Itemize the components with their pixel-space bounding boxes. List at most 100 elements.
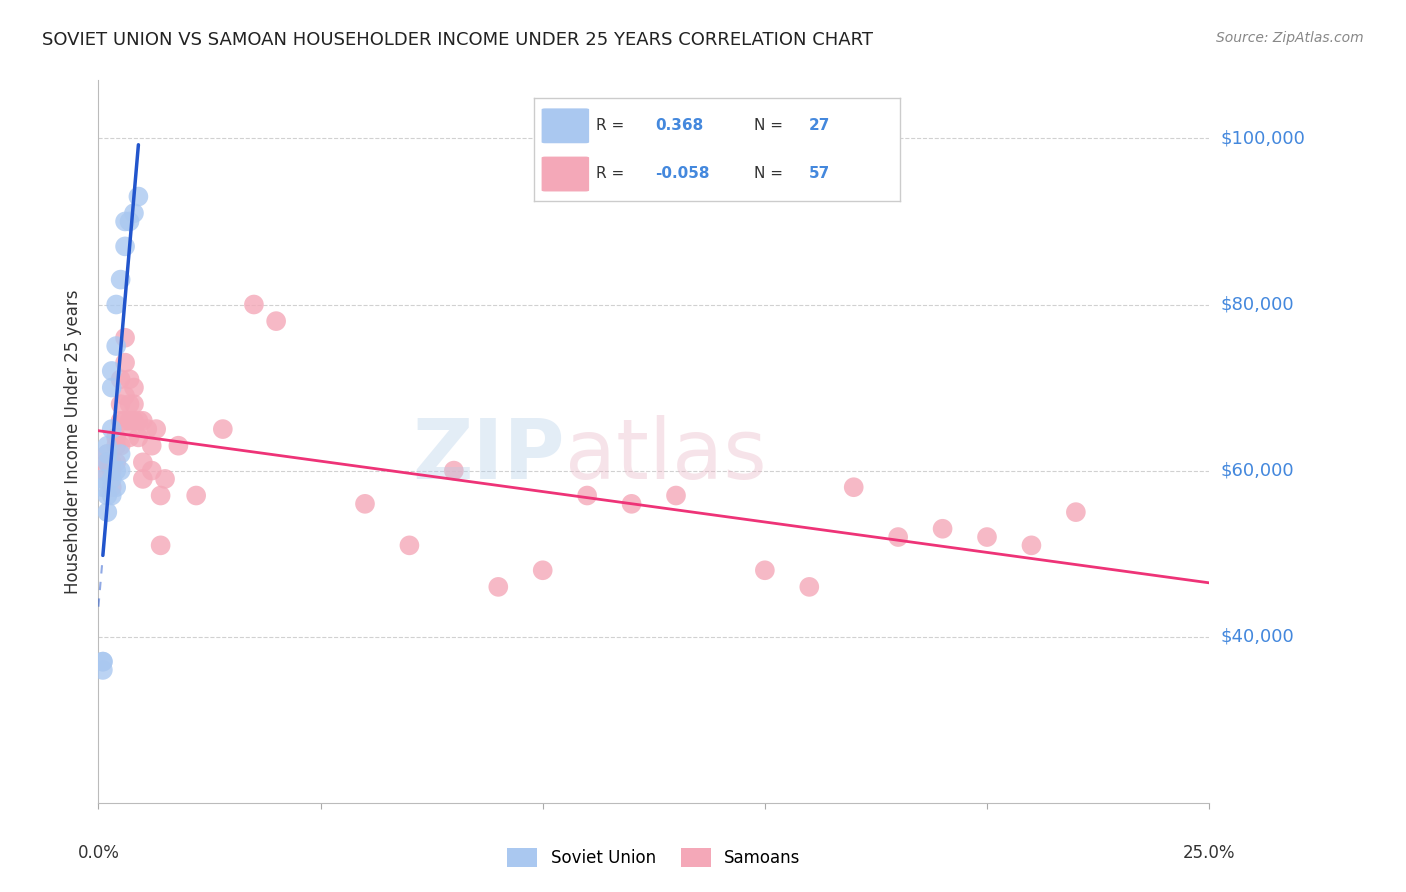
Text: R =: R = bbox=[596, 166, 624, 180]
Text: N =: N = bbox=[754, 119, 783, 133]
Point bbox=[114, 356, 136, 370]
Point bbox=[91, 480, 114, 494]
Point bbox=[976, 530, 998, 544]
Text: N =: N = bbox=[754, 166, 783, 180]
Text: SOVIET UNION VS SAMOAN HOUSEHOLDER INCOME UNDER 25 YEARS CORRELATION CHART: SOVIET UNION VS SAMOAN HOUSEHOLDER INCOM… bbox=[42, 31, 873, 49]
Point bbox=[114, 214, 136, 228]
Point bbox=[620, 497, 643, 511]
Point bbox=[887, 530, 910, 544]
Point bbox=[91, 663, 114, 677]
Point bbox=[105, 480, 128, 494]
Point bbox=[105, 339, 128, 353]
Point bbox=[96, 505, 118, 519]
Point bbox=[91, 464, 114, 478]
FancyBboxPatch shape bbox=[541, 109, 589, 144]
Point bbox=[531, 563, 554, 577]
Text: 25.0%: 25.0% bbox=[1182, 845, 1236, 863]
Point bbox=[100, 464, 122, 478]
Point bbox=[100, 472, 122, 486]
Point bbox=[127, 189, 149, 203]
Point bbox=[153, 472, 176, 486]
Point bbox=[931, 522, 953, 536]
Point bbox=[100, 489, 122, 503]
Point bbox=[114, 414, 136, 428]
Point bbox=[118, 414, 141, 428]
Point bbox=[122, 397, 145, 411]
Point bbox=[105, 439, 128, 453]
Point bbox=[127, 430, 149, 444]
Point bbox=[96, 447, 118, 461]
Text: $80,000: $80,000 bbox=[1220, 295, 1294, 313]
Text: ZIP: ZIP bbox=[412, 416, 565, 497]
Point bbox=[91, 655, 114, 669]
Point bbox=[105, 464, 128, 478]
Point bbox=[398, 538, 420, 552]
Text: 57: 57 bbox=[808, 166, 830, 180]
Point bbox=[132, 472, 155, 486]
Point bbox=[96, 455, 118, 469]
Text: -0.058: -0.058 bbox=[655, 166, 710, 180]
Point bbox=[114, 331, 136, 345]
Point bbox=[110, 272, 132, 286]
Point bbox=[110, 372, 132, 386]
Point bbox=[754, 563, 776, 577]
Point bbox=[100, 380, 122, 394]
Y-axis label: Householder Income Under 25 years: Householder Income Under 25 years bbox=[65, 289, 83, 594]
Legend: Soviet Union, Samoans: Soviet Union, Samoans bbox=[501, 841, 807, 874]
Point bbox=[243, 297, 266, 311]
Point bbox=[1021, 538, 1043, 552]
Point bbox=[100, 455, 122, 469]
Point bbox=[105, 430, 128, 444]
Point bbox=[141, 464, 163, 478]
Point bbox=[114, 239, 136, 253]
Point bbox=[122, 206, 145, 220]
Point bbox=[354, 497, 377, 511]
Text: atlas: atlas bbox=[565, 416, 766, 497]
Point bbox=[186, 489, 208, 503]
Point bbox=[132, 455, 155, 469]
Point bbox=[127, 414, 149, 428]
Point bbox=[110, 439, 132, 453]
Point bbox=[96, 439, 118, 453]
Point bbox=[136, 422, 159, 436]
Point bbox=[486, 580, 509, 594]
Point bbox=[145, 422, 167, 436]
Point bbox=[1064, 505, 1087, 519]
Point bbox=[118, 397, 141, 411]
Point bbox=[118, 372, 141, 386]
Point bbox=[96, 489, 118, 503]
Point bbox=[122, 414, 145, 428]
Point bbox=[799, 580, 821, 594]
Point bbox=[110, 447, 132, 461]
Point bbox=[100, 480, 122, 494]
Text: $40,000: $40,000 bbox=[1220, 628, 1294, 646]
Point bbox=[264, 314, 287, 328]
Text: 0.0%: 0.0% bbox=[77, 845, 120, 863]
Point bbox=[96, 447, 118, 461]
Point bbox=[96, 455, 118, 469]
Text: Source: ZipAtlas.com: Source: ZipAtlas.com bbox=[1216, 31, 1364, 45]
Point bbox=[100, 422, 122, 436]
Point bbox=[842, 480, 865, 494]
Text: $100,000: $100,000 bbox=[1220, 129, 1305, 147]
Point bbox=[105, 455, 128, 469]
Text: 27: 27 bbox=[808, 119, 830, 133]
Point bbox=[443, 464, 465, 478]
Point bbox=[141, 439, 163, 453]
Text: 0.368: 0.368 bbox=[655, 119, 703, 133]
Point bbox=[110, 464, 132, 478]
Point bbox=[149, 538, 172, 552]
Point bbox=[105, 297, 128, 311]
Point bbox=[91, 472, 114, 486]
Point bbox=[122, 380, 145, 394]
Point bbox=[110, 414, 132, 428]
Text: $60,000: $60,000 bbox=[1220, 461, 1294, 480]
Text: R =: R = bbox=[596, 119, 624, 133]
Point bbox=[665, 489, 688, 503]
Point bbox=[114, 389, 136, 403]
Point bbox=[110, 397, 132, 411]
FancyBboxPatch shape bbox=[541, 157, 589, 192]
Point bbox=[167, 439, 190, 453]
Point bbox=[118, 214, 141, 228]
Point bbox=[211, 422, 233, 436]
